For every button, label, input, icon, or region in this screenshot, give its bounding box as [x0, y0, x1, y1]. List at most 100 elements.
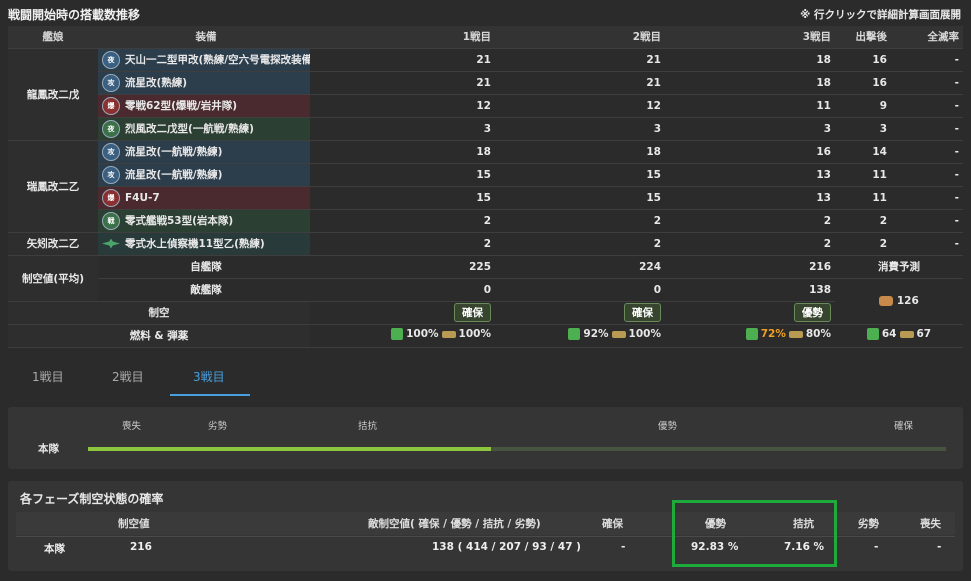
air-state-badge: 確保	[454, 303, 491, 322]
prob-enemy-air: 138 ( 414 / 207 / 93 / 47 )	[432, 541, 581, 553]
slot-value: 18	[310, 140, 495, 164]
prob-lost: -	[937, 541, 942, 553]
attacker-icon: 攻	[102, 165, 120, 184]
enemy-air-value: 0	[495, 278, 665, 302]
consume-label: 消費予測	[835, 255, 963, 279]
bar-label-supremacy: 確保	[894, 421, 914, 432]
supply-row: 燃料 & 弾薬 100% 100% 92% 100% 72% 80% 64 67	[8, 324, 963, 348]
air-state-badge: 確保	[624, 303, 661, 322]
fuel-icon	[866, 328, 879, 340]
tab-battle-1[interactable]: 1戦目	[32, 370, 64, 384]
ammo-total: 67	[916, 328, 932, 340]
slot-value: 13	[665, 163, 835, 187]
slot-value: 16	[835, 48, 895, 72]
col-enemy-air: 敵制空値( 確保 / 優勢 / 拮抗 / 劣勢)	[368, 518, 541, 530]
highlight-box	[672, 500, 837, 567]
col-wipe: 全滅率	[895, 26, 963, 49]
section-title: 戦闘開始時の搭載数推移	[8, 8, 141, 22]
slot-value: 3	[495, 117, 665, 141]
equipment-name: 零戦62型(爆戦/岩井隊)	[125, 100, 238, 112]
slot-value: 11	[835, 186, 895, 210]
col-battle1: 1戦目	[310, 26, 495, 49]
prob-superiority: 92.83 %	[691, 541, 739, 553]
col-parity: 拮抗	[793, 518, 814, 530]
consume-value: 126	[896, 295, 919, 307]
prob-row-name: 本隊	[44, 543, 65, 555]
slot-value: 12	[310, 94, 495, 118]
fuel-total: 64	[881, 328, 897, 340]
ship-name: 瑞鳳改二乙	[8, 140, 98, 233]
slot-value: 2	[495, 209, 665, 233]
table-row[interactable]: 爆零戦62型(爆戦/岩井隊) 12 12 11 9 -	[8, 94, 963, 118]
night-fighter-icon: 夜	[102, 119, 120, 138]
loadout-table: 艦娘 装備 1戦目 2戦目 3戦目 出撃後 全滅率 龍鳳改二戊 夜天山一二型甲改…	[8, 26, 963, 348]
table-row[interactable]: 龍鳳改二戊 夜天山一二型甲改(熟練/空六号電探改装備... 21 21 18 1…	[8, 48, 963, 141]
slot-value: 21	[310, 71, 495, 95]
table-row[interactable]: 戦零式艦戦53型(岩本隊) 2 2 2 2 -	[8, 209, 963, 233]
bauxite-icon	[879, 296, 894, 306]
slot-value: 15	[495, 186, 665, 210]
section-header: 戦闘開始時の搭載数推移 ※ 行クリックで詳細計算画面展開	[0, 0, 971, 26]
tab-battle-3[interactable]: 3戦目	[193, 370, 225, 384]
fuel-value: 72%	[760, 328, 786, 340]
table-row[interactable]: 矢矧改二乙 零式水上偵察機11型乙(熟練) 2 2 2 2 -	[8, 232, 963, 256]
fuel-icon	[568, 328, 581, 340]
slot-value: 3	[310, 117, 495, 141]
seaplane-icon	[102, 238, 120, 249]
own-air-value: 225	[310, 255, 495, 279]
ammo-value: 80%	[805, 328, 831, 340]
table-row[interactable]: 爆 F4U-7 15 15 13 11 -	[8, 186, 963, 210]
slot-value: 14	[835, 140, 895, 164]
wipe-rate: -	[895, 94, 963, 118]
ammo-icon	[899, 330, 914, 338]
slot-value: 2	[665, 232, 835, 256]
equipment-name: F4U-7	[125, 191, 160, 204]
hint-text: ※ 行クリックで詳細計算画面展開	[800, 9, 961, 21]
own-fleet-label: 自艦隊	[98, 255, 310, 279]
supply-label: 燃料 & 弾薬	[8, 324, 310, 348]
own-air-value: 224	[495, 255, 665, 279]
probability-panel: 各フェーズ制空状態の確率 制空値 敵制空値( 確保 / 優勢 / 拮抗 / 劣勢…	[8, 481, 963, 571]
table-row[interactable]: 夜烈風改二戊型(一航戦/熟練) 3 3 3 3 -	[8, 117, 963, 141]
table-row[interactable]: 攻流星改(一航戦/熟練) 15 15 13 11 -	[8, 163, 963, 187]
col-battle2: 2戦目	[495, 26, 665, 49]
col-battle3: 3戦目	[665, 26, 835, 49]
prob-disadvantage: -	[874, 541, 879, 553]
slot-value: 18	[495, 140, 665, 164]
table-row[interactable]: 瑞鳳改二乙 攻流星改(一航戦/熟練) 18 18 16 14 -	[8, 140, 963, 233]
air-state-bar-track	[88, 447, 946, 451]
fighter-bomber-icon: 爆	[102, 188, 120, 207]
wipe-rate: -	[895, 117, 963, 141]
wipe-rate: -	[895, 140, 963, 164]
equipment-name: 烈風改二戊型(一航戦/熟練)	[125, 123, 254, 135]
slot-value: 2	[310, 209, 495, 233]
wipe-rate: -	[895, 186, 963, 210]
equipment-name: 流星改(一航戦/熟練)	[125, 169, 223, 181]
ammo-icon	[788, 330, 803, 338]
enemy-fleet-label: 敵艦隊	[98, 278, 310, 302]
equipment-name: 流星改(熟練)	[125, 77, 188, 89]
ammo-icon	[441, 330, 456, 338]
fighter-bomber-icon: 爆	[102, 96, 120, 115]
col-air-value: 制空値	[118, 518, 150, 530]
bar-row-label: 本隊	[38, 443, 59, 455]
equipment-name: 天山一二型甲改(熟練/空六号電探改装備...	[125, 54, 310, 66]
probability-header-bg	[16, 512, 955, 535]
own-air-value: 216	[665, 255, 835, 279]
tab-battle-2[interactable]: 2戦目	[112, 370, 144, 384]
slot-value: 2	[495, 232, 665, 256]
torpedo-bomber-icon: 夜	[102, 50, 120, 69]
col-superiority: 優勢	[705, 518, 726, 530]
col-ship: 艦娘	[8, 26, 98, 49]
attacker-icon: 攻	[102, 73, 120, 92]
col-disadvantage: 劣勢	[858, 518, 879, 530]
ship-name: 矢矧改二乙	[8, 232, 98, 256]
bar-label-disadv: 劣勢	[208, 421, 228, 432]
col-after: 出撃後	[835, 26, 895, 49]
enemy-air-value: 138	[665, 278, 835, 302]
slot-value: 12	[495, 94, 665, 118]
table-row[interactable]: 攻流星改(熟練) 21 21 18 16 -	[8, 71, 963, 95]
slot-value: 2	[665, 209, 835, 233]
air-state-bar-fill	[88, 447, 491, 451]
slot-value: 11	[835, 163, 895, 187]
